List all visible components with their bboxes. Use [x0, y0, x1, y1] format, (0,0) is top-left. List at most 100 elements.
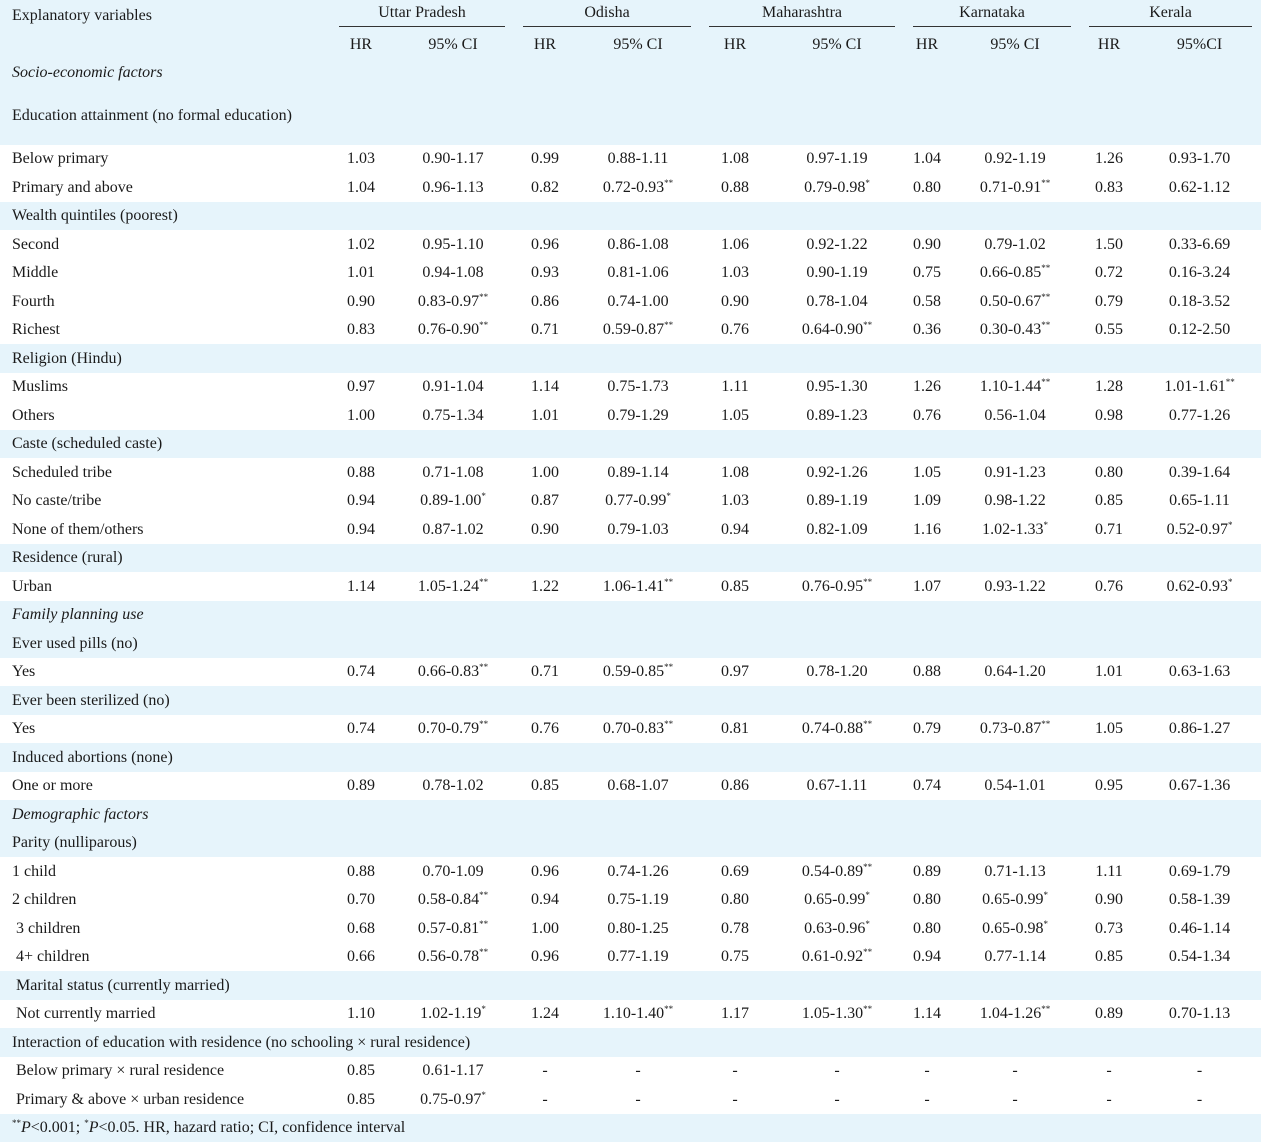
- row-label: One or more: [0, 772, 330, 801]
- significance-marker: *: [1043, 520, 1048, 530]
- empty-cell: [770, 58, 904, 87]
- empty-cell: [576, 686, 700, 715]
- ci-cell: 0.88-1.11: [576, 145, 700, 174]
- hr-cell: 0.74: [330, 658, 392, 687]
- ci-cell: 0.70-0.83**: [576, 715, 700, 744]
- ci-cell: 0.77-1.14: [950, 943, 1080, 972]
- header-hr: HR: [904, 30, 950, 58]
- hr-cell: 0.90: [514, 515, 576, 544]
- ci-cell: 0.74-1.26: [576, 857, 700, 886]
- group-row: Caste (scheduled caste): [0, 430, 1261, 459]
- empty-cell: [392, 58, 514, 87]
- empty-cell: [1080, 544, 1138, 573]
- ci-cell: 0.67-1.11: [770, 772, 904, 801]
- hr-cell: 0.96: [514, 943, 576, 972]
- empty-cell: [1138, 430, 1261, 459]
- empty-cell: [904, 800, 950, 829]
- group-row: Education attainment (no formal educatio…: [0, 87, 1261, 145]
- empty-cell: [770, 800, 904, 829]
- hr-cell: 0.88: [700, 173, 770, 202]
- ci-cell: 0.94-1.08: [392, 259, 514, 288]
- hr-cell: 1.01: [330, 259, 392, 288]
- empty-cell: [1080, 686, 1138, 715]
- header-hr: HR: [700, 30, 770, 58]
- hr-cell: 0.80: [1080, 458, 1138, 487]
- significance-marker: **: [863, 719, 872, 729]
- header-blank: [0, 30, 330, 58]
- empty-cell: [700, 87, 770, 145]
- hr-cell: -: [904, 1057, 950, 1086]
- ci-cell: 0.70-0.79**: [392, 715, 514, 744]
- hr-cell: 0.95: [1080, 772, 1138, 801]
- empty-cell: [1138, 601, 1261, 630]
- hr-cell: 0.90: [330, 287, 392, 316]
- empty-cell: [950, 58, 1080, 87]
- empty-cell: [700, 344, 770, 373]
- significance-marker: **: [664, 719, 673, 729]
- hr-cell: 0.93: [514, 259, 576, 288]
- ci-cell: 1.05-1.30**: [770, 1000, 904, 1029]
- empty-cell: [950, 202, 1080, 231]
- hr-cell: 0.85: [1080, 943, 1138, 972]
- ci-cell: 0.61-1.17: [392, 1057, 514, 1086]
- hr-cell: 1.50: [1080, 230, 1138, 259]
- significance-marker: **: [863, 320, 872, 330]
- empty-cell: [1080, 971, 1138, 1000]
- ci-cell: 0.89-1.00*: [392, 487, 514, 516]
- group-row: Ever been sterilized (no): [0, 686, 1261, 715]
- significance-marker: **: [1041, 377, 1050, 387]
- group-label: Caste (scheduled caste): [0, 430, 330, 459]
- ci-cell: 0.92-1.19: [950, 145, 1080, 174]
- group-label: Parity (nulliparous): [0, 829, 330, 858]
- ci-cell: 0.90-1.17: [392, 145, 514, 174]
- significance-marker: **: [863, 1004, 872, 1014]
- row-label: Primary & above × urban residence: [0, 1085, 330, 1114]
- hr-cell: 1.11: [700, 373, 770, 402]
- ci-cell: 0.92-1.26: [770, 458, 904, 487]
- ci-cell: 0.78-1.02: [392, 772, 514, 801]
- empty-cell: [392, 800, 514, 829]
- ci-cell: 0.76-0.95**: [770, 572, 904, 601]
- empty-cell: [1138, 344, 1261, 373]
- ci-cell: 1.06-1.41**: [576, 572, 700, 601]
- empty-cell: [770, 87, 904, 145]
- hr-cell: -: [514, 1057, 576, 1086]
- header-ci: 95% CI: [576, 30, 700, 58]
- hr-cell: -: [514, 1085, 576, 1114]
- ci-cell: 1.02-1.19*: [392, 1000, 514, 1029]
- empty-cell: [1138, 87, 1261, 145]
- row-label: 4+ children: [0, 943, 330, 972]
- header-hr: HR: [514, 30, 576, 58]
- ci-cell: 0.62-0.93*: [1138, 572, 1261, 601]
- significance-marker: *: [1043, 890, 1048, 900]
- empty-cell: [950, 544, 1080, 573]
- significance-marker: **: [664, 577, 673, 587]
- ci-cell: 0.79-1.02: [950, 230, 1080, 259]
- row-label: Richest: [0, 316, 330, 345]
- significance-marker: *: [1228, 520, 1233, 530]
- hr-cell: 1.14: [904, 1000, 950, 1029]
- empty-cell: [330, 58, 392, 87]
- hr-cell: 0.73: [1080, 914, 1138, 943]
- header-state-odisha: Odisha: [514, 0, 700, 30]
- hr-cell: 1.03: [700, 259, 770, 288]
- empty-cell: [700, 544, 770, 573]
- hr-cell: 1.17: [700, 1000, 770, 1029]
- significance-marker: **: [664, 178, 673, 188]
- significance-marker: **: [1041, 1004, 1050, 1014]
- ci-cell: 0.39-1.64: [1138, 458, 1261, 487]
- ci-cell: 0.56-0.78**: [392, 943, 514, 972]
- empty-cell: [330, 800, 392, 829]
- header-ci: 95% CI: [392, 30, 514, 58]
- empty-cell: [330, 344, 392, 373]
- ci-cell: 0.71-1.08: [392, 458, 514, 487]
- hr-cell: 0.87: [514, 487, 576, 516]
- ci-cell: 0.58-1.39: [1138, 886, 1261, 915]
- hr-cell: 0.97: [330, 373, 392, 402]
